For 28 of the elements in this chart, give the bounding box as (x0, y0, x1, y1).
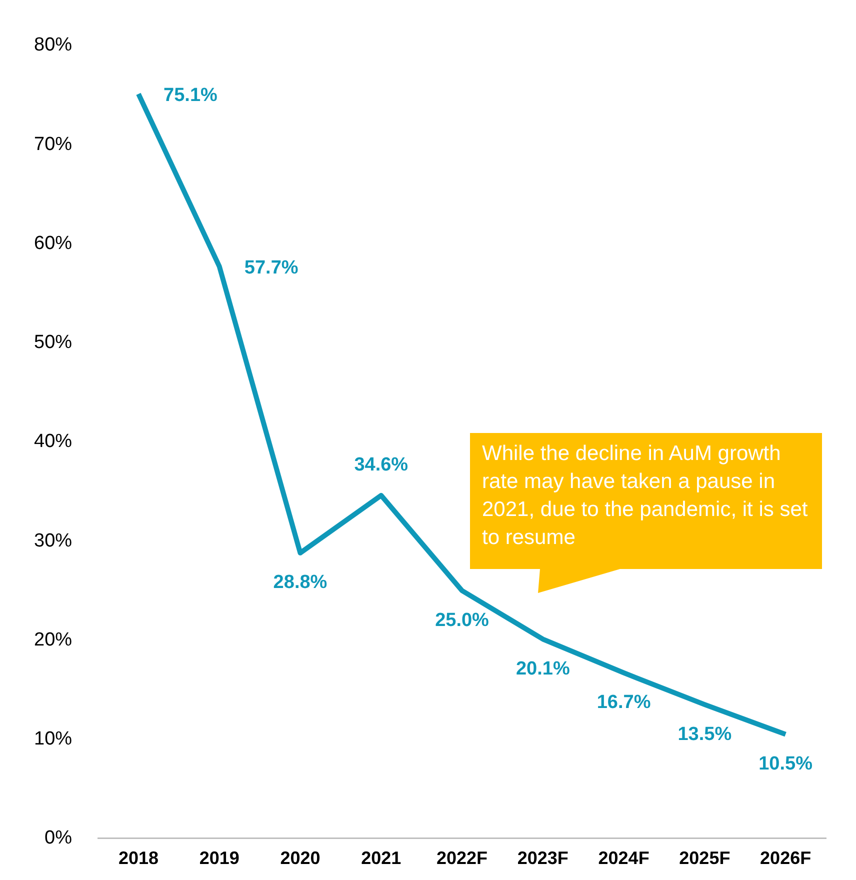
x-tick-label: 2026F (760, 848, 812, 868)
x-tick-label: 2024F (598, 848, 650, 868)
y-tick-label: 80% (34, 34, 72, 56)
y-tick-label: 70% (34, 134, 72, 155)
data-label: 10.5% (758, 754, 813, 775)
y-tick-label: 20% (34, 629, 72, 650)
data-label: 28.8% (273, 572, 328, 594)
data-label: 25.0% (435, 610, 490, 631)
annotation: While the decline in AuM growth rate may have taken a pause in 2021, due to the pandemic, it is set to resume (482, 441, 809, 551)
x-tick-label: 2021 (361, 848, 402, 868)
y-tick-label: 0% (44, 828, 72, 849)
x-tick-label: 2022F (436, 848, 488, 868)
data-label: 57.7% (244, 258, 298, 279)
x-tick-label: 2020 (280, 848, 320, 868)
y-tick-label: 50% (34, 332, 72, 354)
data-label: 75.1% (164, 85, 218, 106)
y-tick-label: 30% (34, 530, 72, 552)
data-label: 16.7% (596, 692, 651, 714)
x-tick-label: 2019 (199, 848, 240, 868)
data-label: 20.1% (516, 658, 570, 680)
y-tick-label: 10% (34, 728, 72, 750)
y-tick-label: 40% (34, 431, 72, 452)
data-label: 34.6% (354, 454, 408, 476)
x-tick-label: 2023F (517, 848, 568, 868)
y-tick-label: 60% (34, 232, 72, 254)
x-tick-label: 2018 (118, 848, 158, 868)
data-label: 13.5% (678, 724, 732, 745)
x-tick-label: 2025F (679, 848, 730, 868)
